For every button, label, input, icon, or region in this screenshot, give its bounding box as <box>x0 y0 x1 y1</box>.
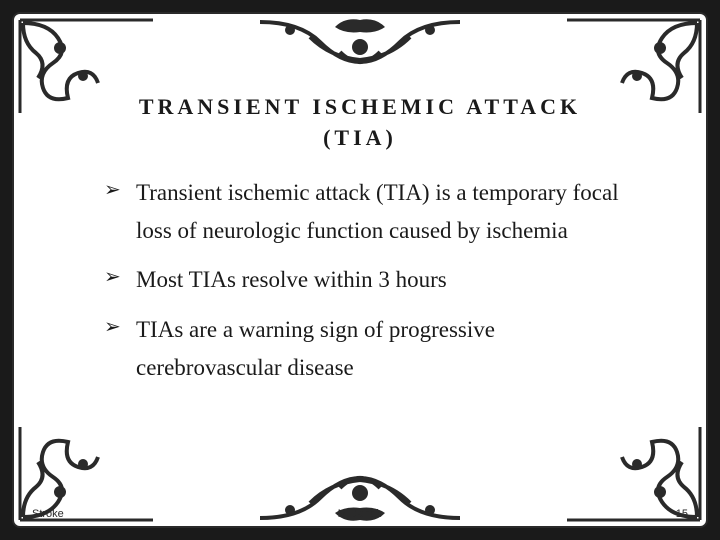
title-line2: (TIA) <box>323 125 397 150</box>
title-line1: TRANSIENT ISCHEMIC ATTACK <box>139 94 581 119</box>
footer-center: M Dahab <box>338 508 383 520</box>
slide-footer: Stroke M Dahab 15 <box>32 508 688 520</box>
list-item: Most TIAs resolve within 3 hours <box>104 261 636 299</box>
slide-frame: TRANSIENT ISCHEMIC ATTACK (TIA) Transien… <box>12 12 708 528</box>
list-item: Transient ischemic attack (TIA) is a tem… <box>104 174 636 250</box>
slide-content: TRANSIENT ISCHEMIC ATTACK (TIA) Transien… <box>44 42 676 498</box>
footer-right: 15 <box>676 508 688 520</box>
bullet-list: Transient ischemic attack (TIA) is a tem… <box>84 174 636 388</box>
list-item: TIAs are a warning sign of progressive c… <box>104 311 636 387</box>
slide-title: TRANSIENT ISCHEMIC ATTACK (TIA) <box>84 92 636 154</box>
footer-left: Stroke <box>32 508 64 520</box>
